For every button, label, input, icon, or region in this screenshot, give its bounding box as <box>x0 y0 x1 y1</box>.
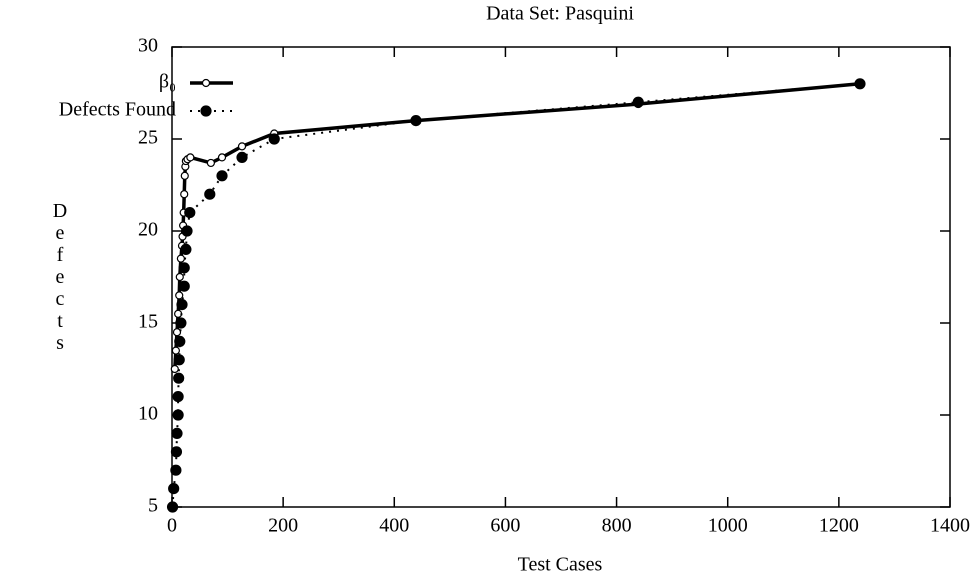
x-tick-label: 0 <box>167 515 177 537</box>
data-point <box>178 280 190 292</box>
data-point <box>217 153 227 162</box>
x-tick-label: 1200 <box>819 515 859 537</box>
series-line <box>173 82 861 370</box>
x-tick-label: 800 <box>602 515 632 537</box>
data-point <box>171 346 180 355</box>
y-tick-label: 10 <box>138 403 158 425</box>
y-tick-label: 25 <box>138 127 158 149</box>
y-tick-label: 20 <box>138 219 158 241</box>
data-point <box>173 354 185 366</box>
x-tick-label: 600 <box>490 515 520 537</box>
data-point <box>186 153 195 162</box>
plot-frame <box>171 46 951 508</box>
data-point <box>170 364 179 374</box>
y-tick-label: 15 <box>138 311 158 333</box>
data-point <box>180 171 189 180</box>
x-axis-label: Test Cases <box>518 554 603 576</box>
data-point <box>175 291 184 300</box>
data-point <box>176 254 185 263</box>
data-point <box>172 391 184 403</box>
data-point <box>237 142 247 151</box>
data-point <box>854 78 866 90</box>
data-point <box>184 207 196 219</box>
data-point <box>216 170 228 182</box>
data-point <box>206 158 215 168</box>
data-point <box>172 328 182 337</box>
data-point <box>168 483 180 495</box>
legend-label: Defects Found <box>59 99 176 121</box>
data-point <box>172 409 184 421</box>
data-point <box>180 190 189 199</box>
data-point <box>181 225 193 237</box>
y-tick-label: 30 <box>138 35 158 57</box>
data-point <box>176 299 188 311</box>
series-line <box>171 82 861 508</box>
x-tick-label: 1000 <box>708 515 748 537</box>
data-point <box>174 335 186 347</box>
data-point <box>175 272 184 282</box>
chart-title: Data Set: Pasquini <box>486 3 634 25</box>
x-tick-label: 200 <box>268 515 298 537</box>
data-point <box>178 262 190 274</box>
data-point <box>175 317 187 329</box>
data-point <box>173 372 185 384</box>
data-point <box>171 427 183 439</box>
x-tick-label: 400 <box>379 515 409 537</box>
data-point <box>236 151 248 163</box>
data-point <box>268 133 280 145</box>
legend-marker <box>200 105 212 117</box>
legend-label: β₀ <box>159 71 176 93</box>
data-point <box>180 243 192 255</box>
data-point <box>170 464 182 476</box>
data-point <box>166 501 179 513</box>
legend-marker <box>201 78 211 88</box>
data-point <box>632 96 644 108</box>
data-point <box>170 446 183 458</box>
data-point <box>204 188 216 200</box>
x-tick-label: 1400 <box>930 515 970 537</box>
data-point <box>410 114 422 127</box>
y-tick-label: 5 <box>148 495 158 517</box>
